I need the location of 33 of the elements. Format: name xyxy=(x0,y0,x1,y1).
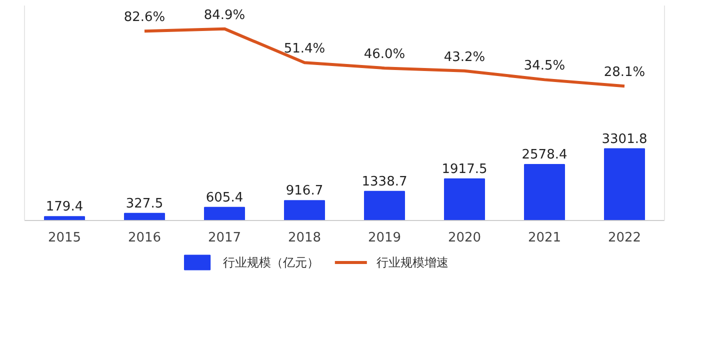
data-label: 605.4 xyxy=(206,190,244,206)
data-label: 82.6% xyxy=(124,10,166,26)
data-label: 1917.5 xyxy=(442,162,488,177)
x-tick-label: 2016 xyxy=(128,230,162,246)
data-label: 84.9% xyxy=(204,8,246,23)
bar xyxy=(44,216,85,220)
data-label: 51.4% xyxy=(284,42,326,57)
bar xyxy=(444,178,485,220)
bar xyxy=(204,206,245,220)
legend-label: 行业规模（亿元） xyxy=(222,256,319,270)
legend-label: 行业规模增速 xyxy=(376,256,448,270)
bar xyxy=(604,148,645,220)
bar xyxy=(364,190,405,220)
data-label: 34.5% xyxy=(524,58,566,74)
x-tick-label: 2021 xyxy=(528,230,562,246)
data-label: 916.7 xyxy=(286,184,324,199)
x-tick-label: 2022 xyxy=(608,230,642,246)
data-label: 327.5 xyxy=(126,196,164,212)
data-label: 46.0% xyxy=(364,47,406,62)
bar xyxy=(524,164,565,220)
x-tick-label: 2015 xyxy=(48,230,82,246)
bar xyxy=(284,200,325,220)
data-label: 43.2% xyxy=(444,50,486,65)
x-tick-label: 2017 xyxy=(208,230,242,246)
bar xyxy=(124,212,165,220)
data-label: 179.4 xyxy=(46,200,84,215)
x-tick-label: 2018 xyxy=(288,230,322,246)
data-label: 2578.4 xyxy=(522,148,568,163)
data-label: 3301.8 xyxy=(602,132,648,147)
x-tick-label: 2020 xyxy=(448,230,482,246)
x-tick-label: 2019 xyxy=(368,230,402,246)
data-label: 28.1% xyxy=(604,65,646,80)
data-label: 1338.7 xyxy=(362,174,408,190)
